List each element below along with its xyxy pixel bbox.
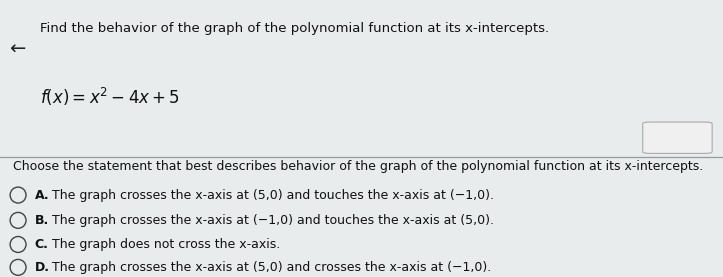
Text: Choose the statement that best describes behavior of the graph of the polynomial: Choose the statement that best describes…: [13, 160, 703, 173]
Text: ⋯: ⋯: [672, 133, 683, 143]
Text: The graph does not cross the x-axis.: The graph does not cross the x-axis.: [52, 238, 281, 251]
Text: The graph crosses the x-axis at (5,0) and touches the x-axis at (−1,0).: The graph crosses the x-axis at (5,0) an…: [52, 189, 494, 202]
FancyBboxPatch shape: [643, 122, 712, 153]
Text: Find the behavior of the graph of the polynomial function at its x-intercepts.: Find the behavior of the graph of the po…: [40, 22, 549, 35]
Text: The graph crosses the x-axis at (5,0) and crosses the x-axis at (−1,0).: The graph crosses the x-axis at (5,0) an…: [52, 261, 492, 274]
Text: D.: D.: [35, 261, 50, 274]
Text: $\leftarrow$: $\leftarrow$: [6, 37, 27, 57]
Text: $f(x)=x^2-4x+5$: $f(x)=x^2-4x+5$: [40, 86, 180, 108]
Text: A.: A.: [35, 189, 49, 202]
Text: B.: B.: [35, 214, 49, 227]
Text: C.: C.: [35, 238, 48, 251]
Text: The graph crosses the x-axis at (−1,0) and touches the x-axis at (5,0).: The graph crosses the x-axis at (−1,0) a…: [52, 214, 494, 227]
